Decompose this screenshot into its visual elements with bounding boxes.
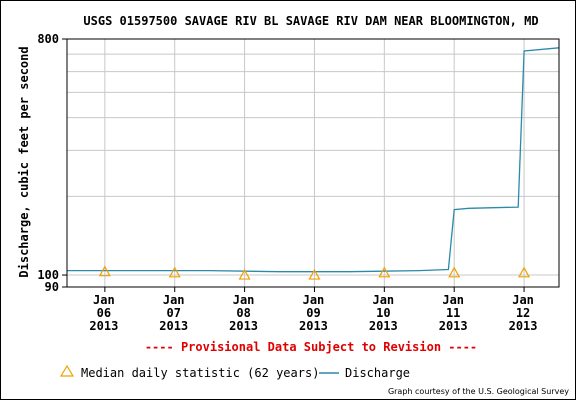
x-tick-label: Jan <box>303 293 325 307</box>
x-tick-label: Jan <box>442 293 464 307</box>
x-tick-label: 2013 <box>509 319 538 333</box>
y-tick-label: 800 <box>37 32 59 46</box>
x-tick-label: 11 <box>446 306 460 320</box>
median-marker <box>378 266 391 278</box>
plot-area <box>67 39 559 287</box>
x-tick-label: 08 <box>236 306 250 320</box>
median-marker <box>518 266 531 278</box>
legend-discharge-label: Discharge <box>345 366 410 380</box>
x-tick-label: 07 <box>166 306 180 320</box>
median-marker <box>168 266 181 278</box>
series-layer <box>67 47 560 273</box>
plot-border <box>66 38 560 288</box>
grid-lines <box>67 38 559 288</box>
discharge-line <box>67 47 560 273</box>
x-tick-label: 2013 <box>299 319 328 333</box>
x-axis-ticks: Jan062013Jan072013Jan082013Jan092013Jan1… <box>89 287 538 333</box>
y-axis-label: Discharge, cubic feet per second <box>17 46 31 277</box>
legend-triangle-icon <box>59 364 75 377</box>
x-tick-label: 09 <box>306 306 320 320</box>
legend-median-label: Median daily statistic (62 years) <box>81 366 319 380</box>
x-tick-label: 06 <box>97 306 111 320</box>
x-tick-label: Jan <box>93 293 115 307</box>
chart-title: USGS 01597500 SAVAGE RIV BL SAVAGE RIV D… <box>83 14 538 28</box>
x-tick-label: 2013 <box>439 319 468 333</box>
y-tick-label: 100 <box>37 268 59 282</box>
x-tick-label: Jan <box>372 293 394 307</box>
x-tick-label: Jan <box>233 293 255 307</box>
median-marker <box>238 268 251 280</box>
median-marker <box>308 268 321 280</box>
median-marker <box>98 265 111 277</box>
legend: Median daily statistic (62 years) Discha… <box>59 364 410 380</box>
median-marker <box>448 266 461 278</box>
x-tick-label: Jan <box>163 293 185 307</box>
x-tick-label: 10 <box>376 306 390 320</box>
x-tick-label: 2013 <box>159 319 188 333</box>
x-tick-label: 12 <box>516 306 530 320</box>
provisional-notice: ---- Provisional Data Subject to Revisio… <box>145 340 477 354</box>
x-tick-label: 2013 <box>229 319 258 333</box>
median-markers <box>98 265 531 280</box>
graph-credit: Graph courtesy of the U.S. Geological Su… <box>388 387 569 396</box>
x-tick-label: 2013 <box>89 319 118 333</box>
y-tick-label: 90 <box>45 280 59 294</box>
x-tick-label: 2013 <box>369 319 398 333</box>
x-tick-label: Jan <box>512 293 534 307</box>
